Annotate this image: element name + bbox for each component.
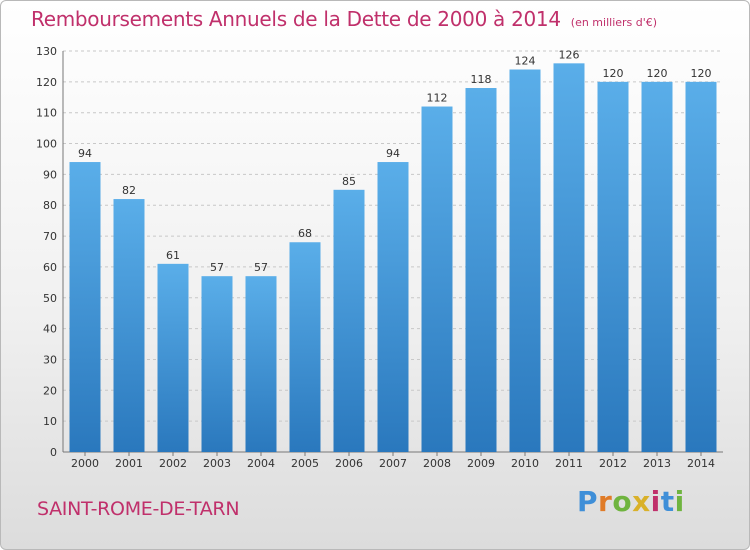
data-label: 57 (210, 261, 224, 274)
bar[interactable] (69, 162, 101, 453)
x-tick-label: 2012 (599, 457, 627, 470)
bar[interactable] (465, 88, 497, 452)
x-tick-label: 2006 (335, 457, 363, 470)
logo-letter: r (598, 485, 613, 518)
y-tick-label: 20 (43, 384, 57, 397)
logo-letter: o (612, 485, 633, 518)
bar[interactable] (289, 242, 321, 452)
bar[interactable] (333, 189, 365, 453)
y-tick-label: 130 (36, 45, 57, 58)
data-label: 68 (298, 227, 312, 240)
bar[interactable] (113, 199, 145, 452)
x-tick-label: 2011 (555, 457, 583, 470)
y-tick-label: 100 (36, 138, 57, 151)
bar[interactable] (553, 63, 585, 452)
x-tick-label: 2007 (379, 457, 407, 470)
data-label: 82 (122, 184, 136, 197)
y-tick-label: 70 (43, 230, 57, 243)
x-tick-label: 2001 (115, 457, 143, 470)
x-tick-label: 2000 (71, 457, 99, 470)
logo-letter: i (650, 485, 661, 518)
logo-letter: i (674, 485, 685, 518)
x-tick-label: 2013 (643, 457, 671, 470)
bar[interactable] (157, 263, 189, 452)
y-tick-label: 60 (43, 261, 57, 274)
bar[interactable] (201, 276, 233, 452)
x-tick-label: 2003 (203, 457, 231, 470)
data-label: 120 (647, 67, 668, 80)
y-tick-label: 80 (43, 199, 57, 212)
y-tick-label: 40 (43, 323, 57, 336)
title-unit: (en milliers d'€) (570, 16, 658, 29)
bar[interactable] (509, 69, 541, 452)
x-tick-label: 2014 (687, 457, 715, 470)
bar[interactable] (597, 81, 629, 452)
data-label: 94 (78, 147, 92, 160)
y-tick-label: 0 (50, 446, 57, 459)
data-label: 126 (559, 48, 580, 61)
x-tick-label: 2008 (423, 457, 451, 470)
title-text: Remboursements Annuels de la Dette de 20… (31, 7, 561, 31)
logo-letter: x (632, 485, 651, 518)
commune-name: SAINT-ROME-DE-TARN (37, 498, 240, 520)
x-tick-label: 2004 (247, 457, 275, 470)
proxiti-logo[interactable]: Proxiti (577, 485, 685, 518)
y-tick-label: 30 (43, 353, 57, 366)
x-tick-label: 2010 (511, 457, 539, 470)
bar[interactable] (245, 276, 277, 452)
data-label: 112 (427, 92, 448, 105)
bar[interactable] (421, 106, 453, 453)
data-label: 120 (691, 67, 712, 80)
data-label: 118 (471, 73, 492, 86)
y-tick-label: 10 (43, 415, 57, 428)
y-tick-label: 50 (43, 292, 57, 305)
data-label: 61 (166, 249, 180, 262)
data-label: 85 (342, 175, 356, 188)
data-label: 124 (515, 55, 536, 68)
chart-title: Remboursements Annuels de la Dette de 20… (31, 7, 657, 31)
logo-letter: t (660, 485, 675, 518)
x-tick-label: 2005 (291, 457, 319, 470)
data-label: 94 (386, 147, 400, 160)
y-tick-label: 90 (43, 168, 57, 181)
bar[interactable] (685, 81, 717, 452)
x-tick-label: 2009 (467, 457, 495, 470)
x-tick-label: 2002 (159, 457, 187, 470)
data-label: 120 (603, 67, 624, 80)
y-tick-label: 110 (36, 107, 57, 120)
bar[interactable] (377, 162, 409, 453)
y-tick-label: 120 (36, 76, 57, 89)
logo-letter: P (577, 485, 599, 518)
data-label: 57 (254, 261, 268, 274)
bar[interactable] (641, 81, 673, 452)
